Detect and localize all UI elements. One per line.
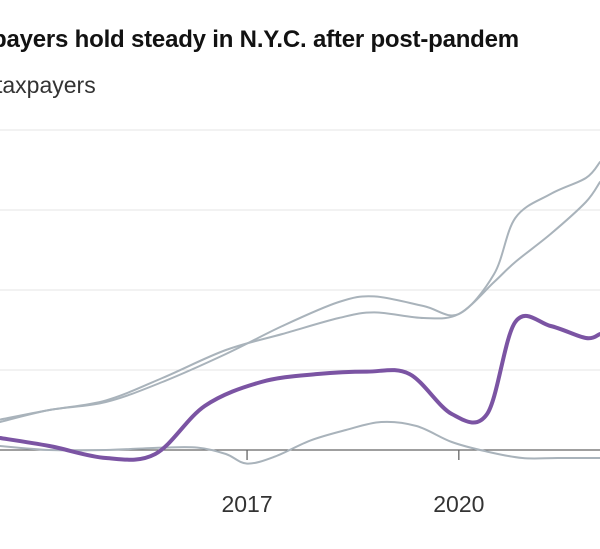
chart-title: payers hold steady in N.Y.C. after post-… bbox=[0, 26, 519, 53]
comparison-series-line bbox=[0, 420, 600, 465]
series-lines bbox=[0, 161, 600, 465]
comparison-series-line bbox=[0, 181, 600, 421]
comparison-series-line bbox=[0, 161, 600, 423]
x-tick-label: 2017 bbox=[221, 491, 272, 517]
highlight-series-line bbox=[0, 314, 600, 462]
chart-subtitle: taxpayers bbox=[0, 72, 96, 98]
x-tick-label: 2020 bbox=[433, 491, 484, 517]
x-axis: 201720202 bbox=[0, 449, 600, 517]
